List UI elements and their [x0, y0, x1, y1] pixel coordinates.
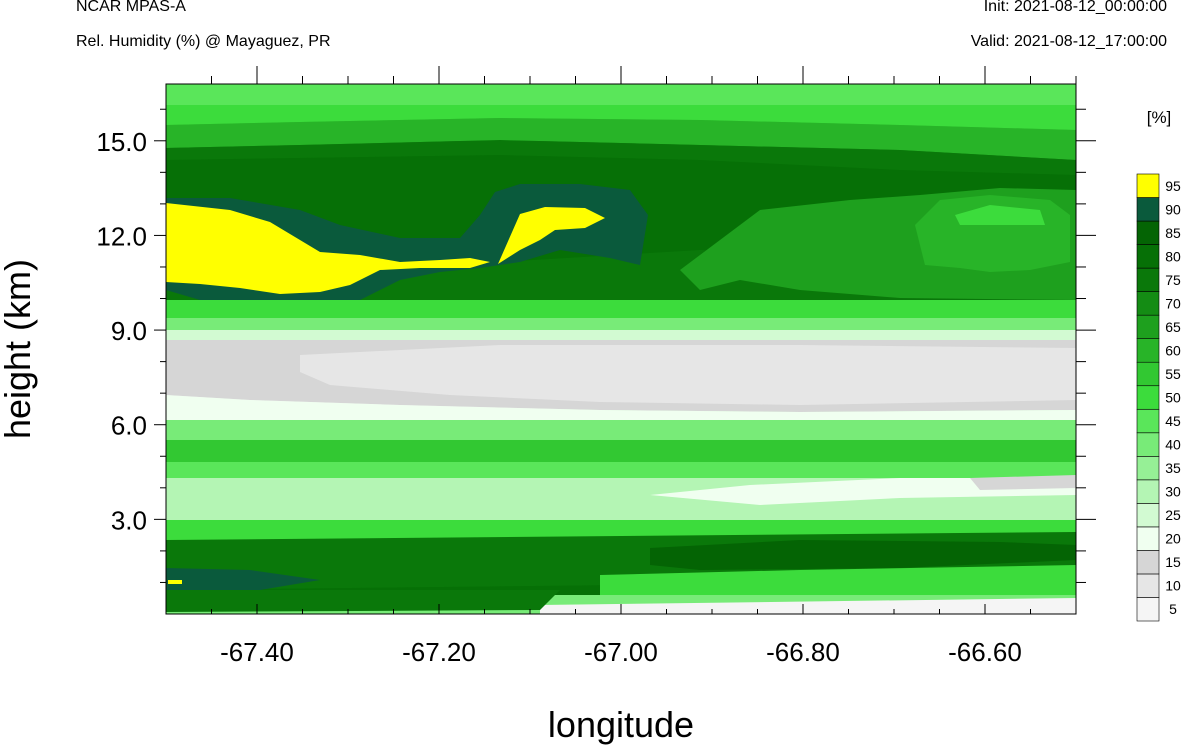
- y-axis: 3.0 6.0 9.0 12.0 15.0: [96, 108, 1096, 583]
- colorbar-label: 35: [1165, 460, 1181, 476]
- colorbar-swatch: [1136, 173, 1160, 198]
- colorbar-label: 80: [1165, 248, 1181, 264]
- region-95-east: [498, 207, 605, 264]
- colorbar-swatch: [1136, 408, 1160, 434]
- colorbar-swatch: [1136, 550, 1160, 575]
- colorbar-label: 5: [1169, 601, 1177, 617]
- valid-time: Valid: 2021-08-12_17:00:00: [970, 33, 1167, 50]
- colorbar-label: 10: [1165, 578, 1181, 594]
- patch-right-60: [955, 205, 1045, 225]
- band-70: [166, 118, 1076, 160]
- y-axis-title: height (km): [0, 259, 38, 439]
- band-bl-green-west: [166, 590, 560, 612]
- patch-lower-20: [650, 478, 1076, 505]
- band-mid-45: [166, 420, 1076, 440]
- colorbar-label: 90: [1165, 201, 1181, 217]
- y-tick-label: 6.0: [111, 411, 147, 441]
- band-dry-20: [166, 395, 1076, 420]
- colorbar-swatch: [1136, 197, 1160, 222]
- init-time: Init: 2021-08-12_00:00:00: [983, 0, 1167, 15]
- colorbar-swatch: [1136, 244, 1160, 269]
- plot-area: [166, 84, 1076, 614]
- colorbar-label: 60: [1165, 342, 1181, 358]
- colorbar-label: 40: [1165, 437, 1181, 453]
- colorbar-label: 15: [1165, 554, 1181, 570]
- band-upper-mid: [166, 105, 1076, 130]
- colorbar-label: 45: [1165, 413, 1181, 429]
- band-mid-60: [166, 440, 1076, 462]
- colorbar-swatch: [1136, 503, 1160, 528]
- x-tick-label: -67.40: [220, 637, 294, 667]
- band-25: [166, 330, 1076, 340]
- band-bl-surface-dry: [540, 598, 1076, 614]
- colorbar-label: 25: [1165, 507, 1181, 523]
- colorbar-label: 95: [1165, 178, 1181, 194]
- colorbar-swatch: [1136, 314, 1160, 339]
- band-45: [166, 318, 1076, 330]
- colorbar-swatch: [1136, 597, 1160, 622]
- colorbar-swatch: [1136, 291, 1160, 316]
- colorbar-label: 70: [1165, 295, 1181, 311]
- colorbar-swatch: [1136, 338, 1160, 363]
- colorbar-label: 85: [1165, 225, 1181, 241]
- x-tick-label: -67.20: [402, 637, 476, 667]
- x-tick-label: -67.00: [584, 637, 658, 667]
- colorbar-unit: [%]: [1147, 108, 1172, 127]
- colorbar-swatch: [1136, 267, 1160, 292]
- band-bl-60-east: [600, 565, 1076, 595]
- x-tick-label: -66.80: [766, 637, 840, 667]
- y-tick-label: 15.0: [96, 127, 147, 157]
- x-tick-label: -66.60: [948, 637, 1022, 667]
- band-55-lower: [166, 300, 1076, 318]
- colorbar-swatch: [1136, 479, 1160, 504]
- colorbar-swatch: [1136, 573, 1160, 598]
- colorbar-label: 50: [1165, 390, 1181, 406]
- region-95-west: [166, 203, 490, 294]
- colorbar-swatch: [1136, 456, 1160, 481]
- colorbar-label: 75: [1165, 272, 1181, 288]
- band-bl-90-west: [166, 568, 320, 592]
- colorbar-label: 20: [1165, 531, 1181, 547]
- x-axis-title: longitude: [548, 704, 694, 745]
- band-mid-50: [166, 462, 1076, 478]
- y-tick-label: 3.0: [111, 505, 147, 535]
- colorbar-swatch: [1136, 385, 1160, 410]
- colorbar-swatch: [1136, 220, 1160, 245]
- colorbar-swatch: [1136, 526, 1160, 551]
- patch-lower-15: [970, 475, 1076, 490]
- y-tick-label: 9.0: [111, 316, 147, 346]
- small-yellow-spot: [168, 580, 182, 584]
- colorbar-label: 55: [1165, 366, 1181, 382]
- band-upper-light: [166, 84, 1076, 105]
- colorbar-label: 30: [1165, 484, 1181, 500]
- humidity-features: [166, 84, 1076, 614]
- colorbar-swatch: [1136, 361, 1160, 387]
- colorbar-swatch: [1136, 432, 1160, 457]
- band-bl-85: [650, 540, 1076, 570]
- x-axis: -67.40 -67.20 -67.00 -66.80 -66.60: [211, 66, 1077, 667]
- chart-subtitle: Rel. Humidity (%) @ Mayaguez, PR: [76, 33, 331, 50]
- chart-title: NCAR MPAS-A: [76, 0, 186, 15]
- colorbar-label: 65: [1165, 319, 1181, 335]
- colorbar: 5 10 15 20 25 30 35 40 45 50 55 60 65 70 75 80 85 90 95: [1136, 173, 1181, 622]
- y-tick-label: 12.0: [96, 221, 147, 251]
- band-dry-10: [300, 345, 1076, 405]
